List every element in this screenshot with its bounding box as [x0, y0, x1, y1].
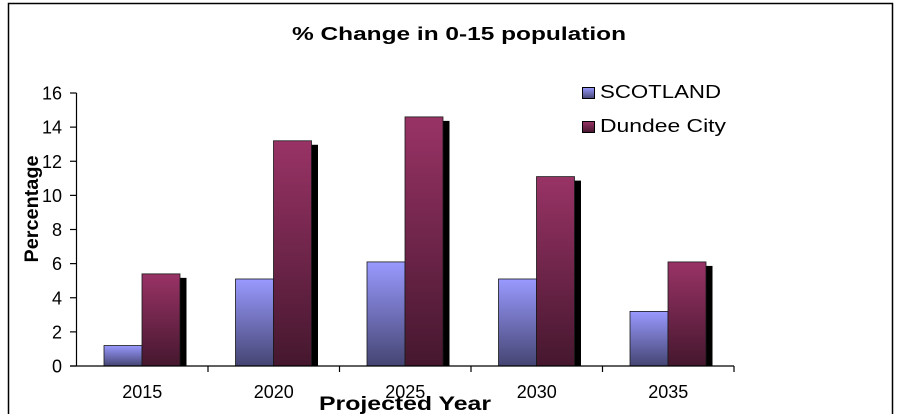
- x-tick-label: 2020: [254, 382, 294, 402]
- bar-scotland-2030: [498, 278, 537, 367]
- bar-dundee-city-2030: [536, 176, 575, 367]
- bar-scotland-2015: [103, 345, 143, 367]
- bar-group-2025: [366, 116, 450, 367]
- bar-scotland-2025: [366, 261, 406, 367]
- chart-frame: [7, 2, 894, 414]
- x-axis-label: Projected Year: [319, 394, 492, 414]
- y-tick-label: 4: [52, 288, 62, 308]
- x-tick-label: 2035: [648, 382, 688, 402]
- bar-group-2035: [629, 261, 713, 367]
- bar-scotland-2035: [629, 310, 669, 367]
- y-tick-label: 8: [52, 220, 62, 240]
- legend-item-dundee-city: Dundee City: [582, 116, 726, 136]
- bars-layer: [103, 116, 713, 367]
- bar-group-2030: [498, 176, 581, 367]
- legend-swatch-scotland: [582, 87, 595, 99]
- y-axis-label: Percentage: [22, 156, 43, 263]
- bar-group-2020: [235, 140, 318, 367]
- bar-group-2015: [103, 273, 187, 367]
- legend-label-dundee-city: Dundee City: [600, 116, 726, 136]
- legend-label-scotland: SCOTLAND: [600, 82, 721, 102]
- y-tick-label: 2: [52, 322, 62, 342]
- y-tick-label: 6: [52, 254, 62, 274]
- x-tick-label: 2015: [122, 382, 162, 402]
- x-tick-label: 2025: [385, 382, 425, 402]
- axes-layer: 0 2 4 6 8 10 12 14 16 2015 2020 2025 2030 2035: [42, 84, 735, 402]
- x-tick-label: 2030: [517, 382, 557, 402]
- chart-title: % Change in 0-15 population: [292, 24, 626, 44]
- bar-scotland-2020: [235, 278, 274, 367]
- y-tick-label: 14: [42, 118, 62, 138]
- bar-dundee-city-2020: [273, 140, 312, 367]
- y-tick-label: 16: [42, 84, 62, 104]
- bar-dundee-city-2015: [141, 273, 181, 367]
- bar-dundee-city-2035: [667, 261, 707, 367]
- legend-swatch-dundee-city: [582, 121, 595, 133]
- y-tick-label: 10: [42, 186, 62, 206]
- legend-item-scotland: SCOTLAND: [582, 82, 721, 102]
- y-tick-label: 0: [52, 357, 62, 377]
- legend: SCOTLAND Dundee City: [582, 82, 726, 136]
- y-tick-label: 12: [42, 152, 62, 172]
- bar-dundee-city-2025: [404, 116, 444, 367]
